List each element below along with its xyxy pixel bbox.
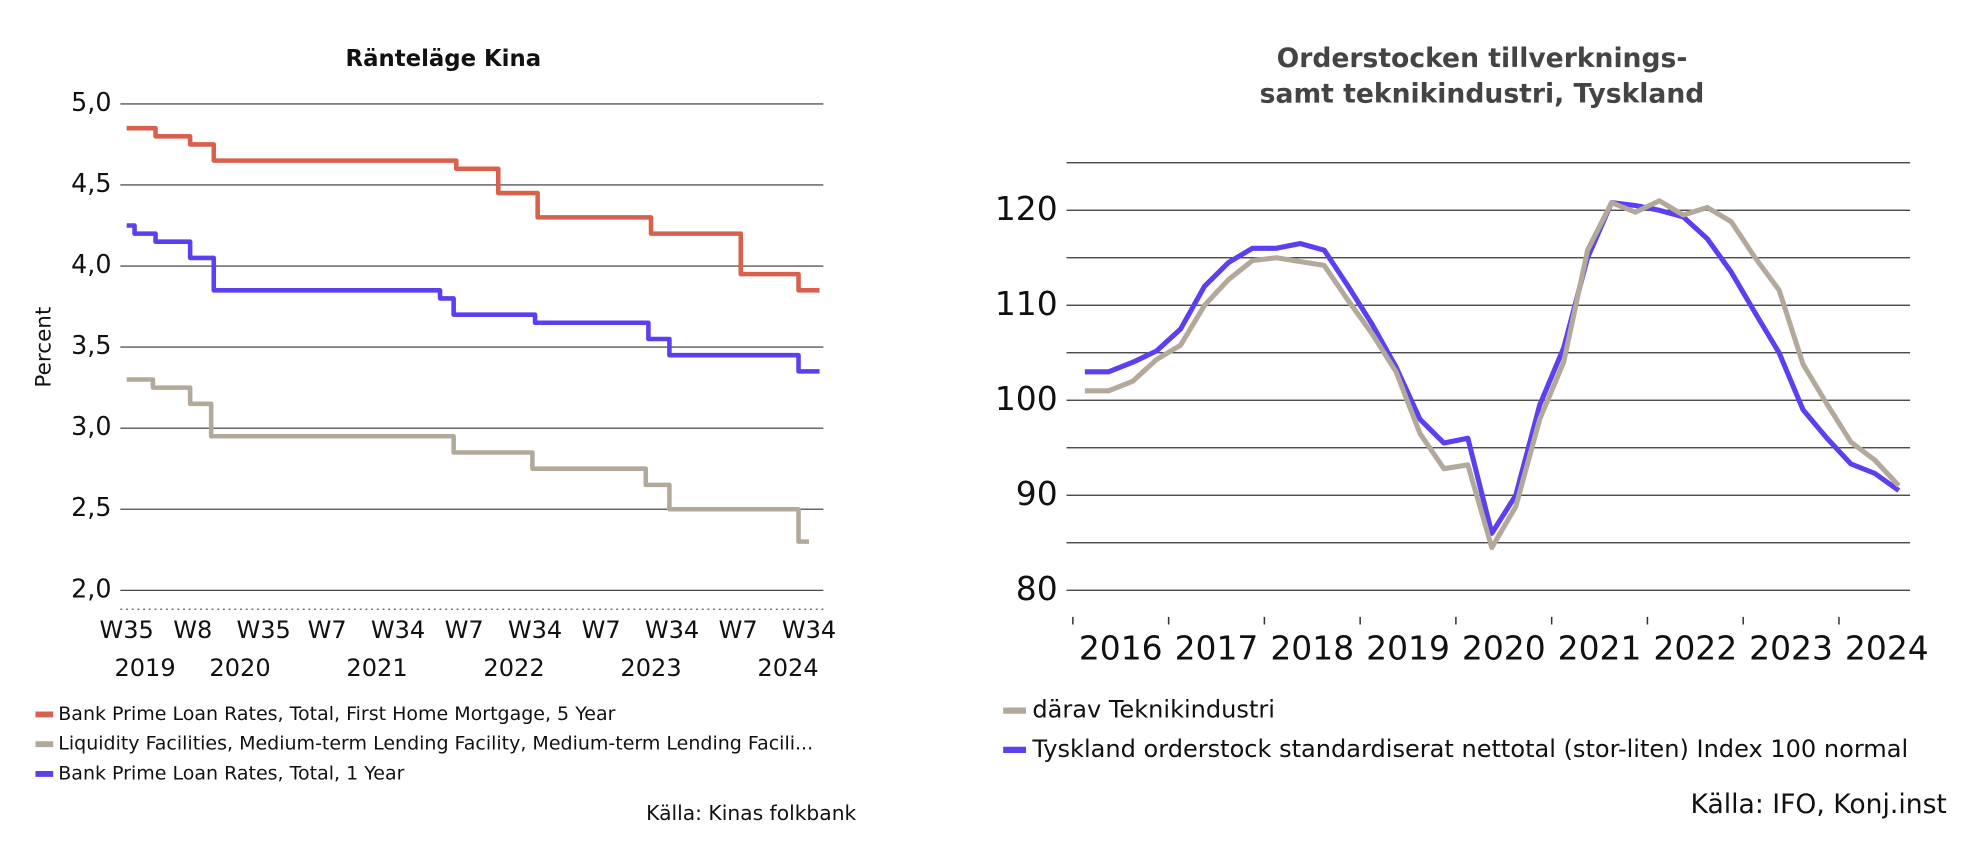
legend-label: Liquidity Facilities, Medium-term Lendin… [58,733,813,755]
y-tick-label: 3,5 [71,330,111,360]
series-line [126,223,820,374]
x-tick-label: 2019 [1366,628,1450,667]
chart-title: Orderstocken tillverknings- [1277,43,1688,74]
y-tick-label: 90 [1016,474,1058,513]
x-tick-label: 2024 [1845,628,1929,667]
y-tick-label: 4,5 [71,168,111,198]
x-tick-label: 2021 [1558,628,1642,667]
x-tick-label: W34 [645,616,699,644]
series-line [1084,200,1901,536]
x-tick-label: W7 [308,616,347,644]
y-tick-label: 80 [1016,569,1058,608]
y-tick-label: 110 [995,284,1058,323]
y-tick-label: 100 [995,379,1058,418]
x-tick-label: 2020 [1462,628,1546,667]
x-tick-label: W7 [719,616,758,644]
x-year-label: 2024 [757,654,818,682]
x-tick-label: W35 [99,616,153,644]
series-line [126,125,820,293]
x-tick-label: W35 [236,616,290,644]
x-tick-label: 2018 [1270,628,1354,667]
y-axis-label: Percent [31,307,56,388]
x-year-label: 2020 [209,654,270,682]
x-year-label: 2021 [346,654,407,682]
y-tick-label: 5,0 [71,87,111,117]
x-tick-label: W7 [582,616,621,644]
y-tick-label: 2,0 [71,573,111,603]
x-tick-label: 2016 [1079,628,1163,667]
legend-label: Tyskland orderstock standardiserat netto… [1031,735,1908,763]
series-line [1084,198,1901,551]
x-year-label: 2022 [483,654,544,682]
y-tick-label: 2,5 [71,492,111,522]
source-note: Källa: IFO, Konj.inst [1691,789,1947,820]
legend-label: Bank Prime Loan Rates, Total, 1 Year [58,762,404,784]
x-tick-label: 2017 [1175,628,1259,667]
x-year-label: 2019 [114,654,175,682]
x-tick-label: W34 [782,616,836,644]
chart-title: Ränteläge Kina [346,46,542,72]
y-tick-label: 3,0 [71,411,111,441]
x-tick-label: 2022 [1653,628,1737,667]
y-tick-label: 4,0 [71,249,111,279]
x-tick-label: W34 [508,616,562,644]
x-tick-label: W7 [445,616,484,644]
y-tick-label: 120 [995,189,1058,228]
legend-label: Bank Prime Loan Rates, Total, First Home… [58,703,615,725]
legend-label: därav Teknikindustri [1032,696,1275,724]
source-note: Källa: Kinas folkbank [646,801,856,825]
x-tick-label: W34 [371,616,425,644]
x-year-label: 2023 [620,654,681,682]
chart-title: samt teknikindustri, Tyskland [1260,79,1705,110]
x-tick-label: W8 [173,616,212,644]
x-tick-label: 2023 [1749,628,1833,667]
series-line [126,377,810,544]
